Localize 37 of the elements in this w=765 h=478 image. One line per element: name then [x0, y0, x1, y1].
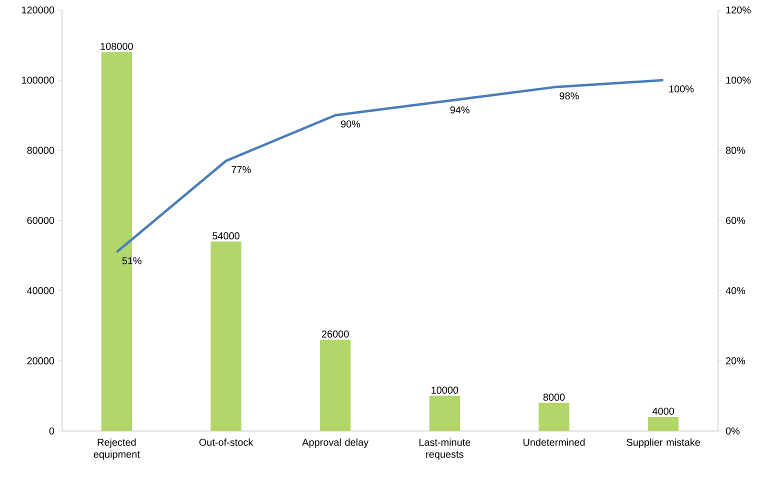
y2-tick-label: 80%	[726, 146, 746, 154]
data-label: 26000	[322, 330, 349, 338]
data-label: 98%	[560, 92, 579, 100]
y-tick-label: 80000	[27, 146, 54, 154]
x-tick-label: Approval delay	[302, 438, 369, 448]
y2-tick-label: 120%	[726, 6, 751, 14]
y2-tick-label: 40%	[726, 287, 746, 294]
y-tick-label: 120000	[22, 6, 54, 14]
data-label: 8000	[543, 394, 565, 401]
data-label: 90%	[341, 120, 360, 128]
x-tick-label: Last-minute requests	[419, 438, 470, 460]
data-label: 94%	[450, 106, 470, 114]
data-label: 10000	[432, 386, 458, 394]
bar	[429, 396, 460, 431]
y2-tick-label: 0%	[726, 427, 740, 435]
bar	[320, 340, 351, 431]
x-tick-label: Supplier mistake	[626, 438, 700, 448]
line-series	[115, 78, 665, 254]
y-tick-label: 40000	[27, 287, 54, 294]
data-label: 77%	[232, 166, 251, 174]
bar	[210, 242, 242, 431]
y2-tick-label: 100%	[726, 76, 751, 84]
y-tick-label: 20000	[27, 357, 54, 364]
bar	[648, 416, 679, 431]
y2-tick-label: 20%	[726, 357, 746, 364]
data-label: 4000	[652, 408, 674, 415]
x-tick-label: Rejected equipment	[94, 438, 140, 460]
y-tick-label: 0	[49, 427, 54, 435]
bar	[538, 402, 570, 431]
data-label: 54000	[212, 232, 240, 240]
y2-tick-label: 60%	[726, 216, 746, 224]
y-tick-label: 100000	[22, 76, 54, 84]
x-tick-label: Out-of-stock	[199, 438, 254, 446]
data-label: 100%	[669, 85, 694, 92]
x-tick-label: Undetermined	[523, 438, 585, 446]
y-tick-label: 60000	[27, 216, 54, 224]
data-label: 108000	[100, 42, 133, 50]
